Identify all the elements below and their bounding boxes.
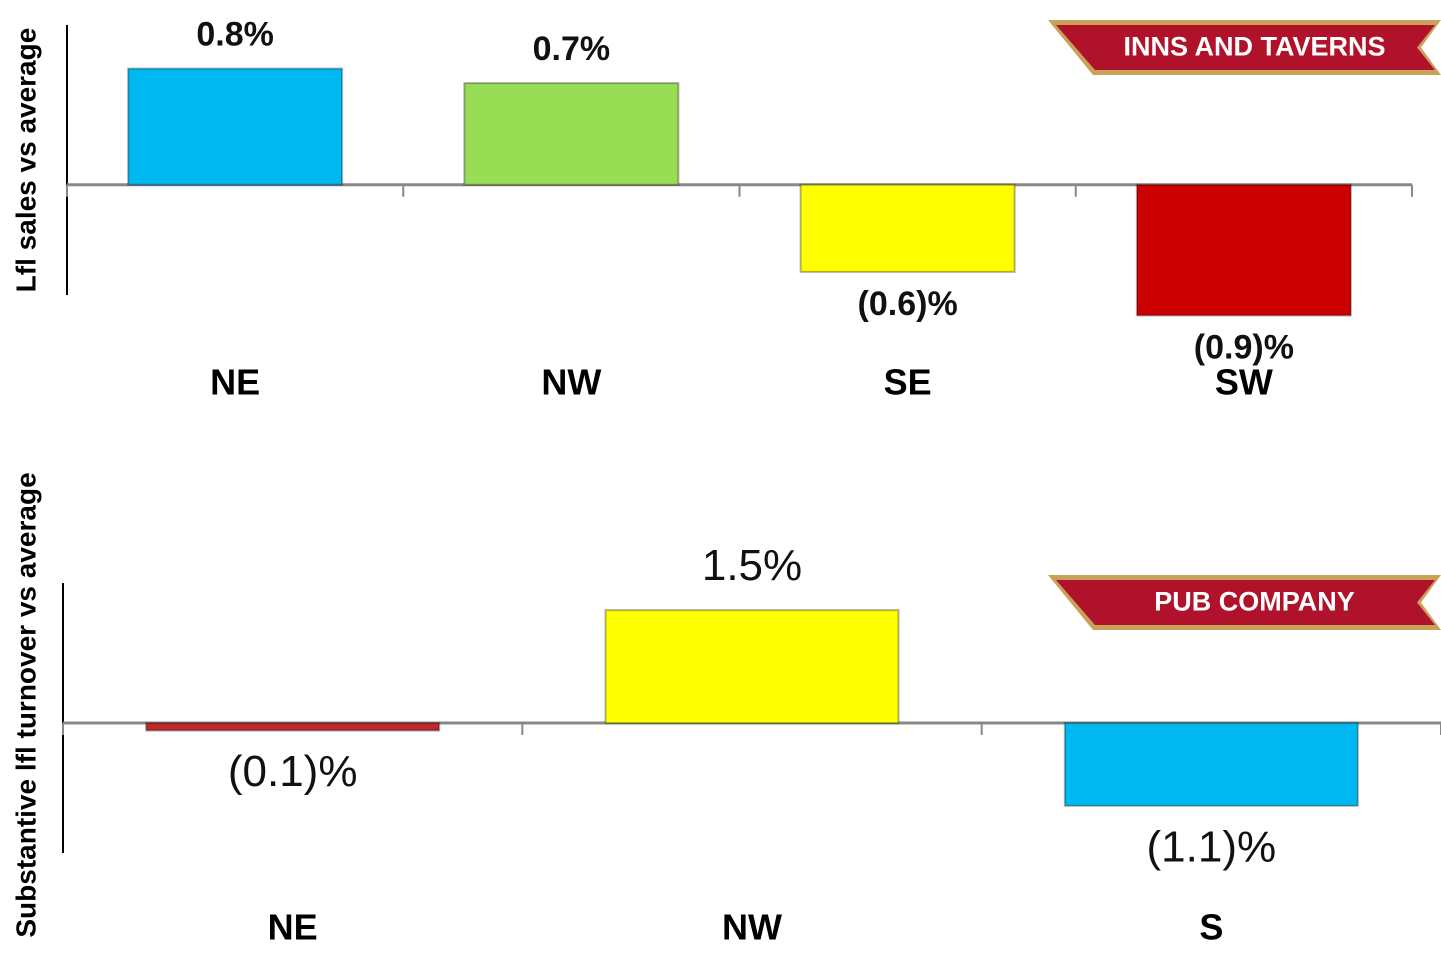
bar [799, 183, 1016, 273]
y-axis-label: Lfl sales vs average [10, 28, 41, 293]
banner-title: INNS AND TAVERNS [1123, 32, 1385, 62]
x-tick-label: NW [541, 362, 601, 403]
value-label: (0.1)% [228, 747, 358, 796]
value-label: 0.8% [196, 15, 274, 53]
x-tick-label: SW [1215, 362, 1273, 403]
banner-title: PUB COMPANY [1154, 587, 1355, 617]
y-axis-label: Substantive lfl turnover vs average [10, 472, 41, 937]
value-label: (0.6)% [858, 285, 958, 323]
x-tick-label: NE [210, 362, 260, 403]
value-label: 1.5% [702, 541, 802, 590]
x-tick-label: NE [268, 907, 318, 948]
bar [1135, 183, 1352, 317]
bar [463, 82, 680, 186]
x-tick-label: NW [722, 907, 782, 948]
banner [1056, 25, 1435, 70]
bar [1063, 722, 1359, 807]
value-label: 0.7% [533, 30, 611, 68]
x-tick-label: S [1199, 907, 1223, 948]
bar [127, 67, 344, 186]
bar [604, 609, 900, 725]
banner [1056, 580, 1435, 625]
value-label: (1.1)% [1147, 822, 1277, 871]
bar [145, 722, 441, 732]
value-label: (0.9)% [1194, 328, 1294, 366]
x-tick-label: SE [884, 362, 932, 403]
